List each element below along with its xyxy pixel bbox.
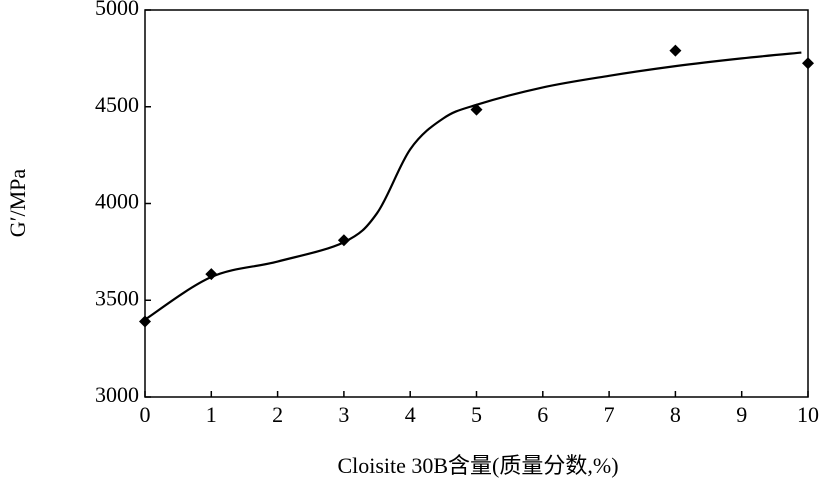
y-tick-label: 5000 — [95, 0, 139, 20]
x-axis-label: Cloisite 30B含量(质量分数,%) — [337, 453, 618, 478]
y-tick-label: 4500 — [95, 92, 139, 117]
x-tick-label: 10 — [797, 402, 819, 427]
x-tick-label: 0 — [140, 402, 151, 427]
x-tick-label: 1 — [206, 402, 217, 427]
x-tick-label: 7 — [604, 402, 615, 427]
x-tick-label: 3 — [338, 402, 349, 427]
x-tick-label: 5 — [471, 402, 482, 427]
data-point — [205, 268, 218, 281]
data-point — [802, 57, 814, 70]
plot-frame — [144, 9, 809, 398]
y-tick-label: 3500 — [95, 285, 139, 310]
y-tick-label: 3000 — [95, 382, 139, 407]
data-point — [669, 44, 682, 57]
y-axis-label: G′/MPa — [5, 169, 30, 238]
x-tick-label: 8 — [670, 402, 681, 427]
fit-curve — [144, 51, 802, 321]
y-tick-label: 4000 — [95, 189, 139, 214]
x-tick-label: 2 — [272, 402, 283, 427]
x-tick-label: 9 — [736, 402, 747, 427]
x-tick-label: 4 — [405, 402, 416, 427]
x-tick-label: 6 — [537, 402, 548, 427]
